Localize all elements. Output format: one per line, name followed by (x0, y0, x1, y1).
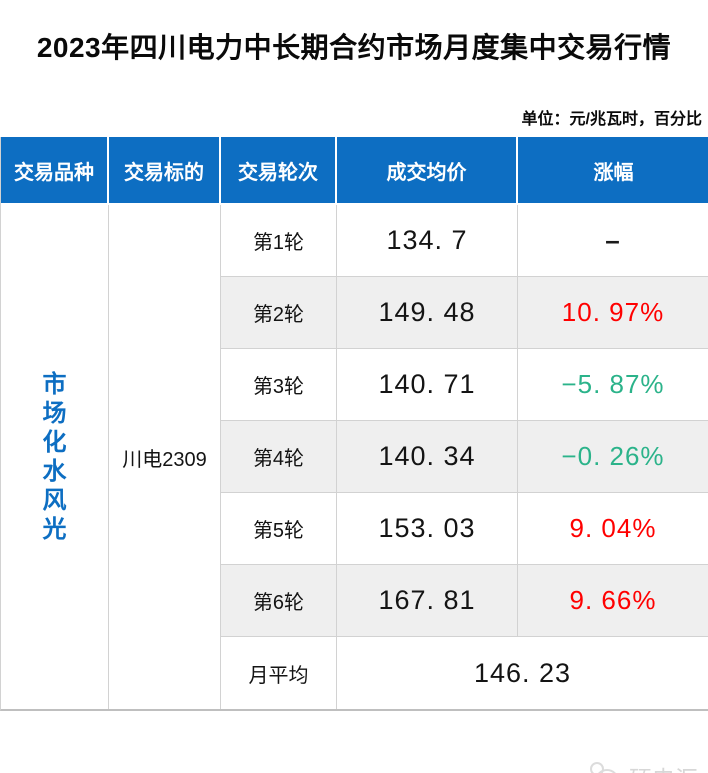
change-value: 9. 66% (518, 565, 708, 637)
col-header-change: 涨幅 (518, 137, 708, 205)
trading-table: 交易品种 交易标的 交易轮次 成交均价 涨幅 市场化水风光 川电2309 第1轮… (0, 137, 708, 711)
round-label: 第4轮 (221, 421, 337, 493)
col-header-price: 成交均价 (337, 137, 518, 205)
target-cell: 川电2309 (109, 205, 221, 709)
price-value: 134. 7 (337, 205, 518, 277)
shuodianhui-logo-icon (590, 762, 616, 773)
round-label: 第5轮 (221, 493, 337, 565)
price-value: 153. 03 (337, 493, 518, 565)
col-header-product: 交易品种 (1, 137, 109, 205)
change-value: −0. 26% (518, 421, 708, 493)
round-label: 第3轮 (221, 349, 337, 421)
page-title: 2023年四川电力中长期合约市场月度集中交易行情 (36, 32, 672, 63)
round-label: 第6轮 (221, 565, 337, 637)
col-header-round: 交易轮次 (221, 137, 337, 205)
change-value: 10. 97% (518, 277, 708, 349)
change-value: −5. 87% (518, 349, 708, 421)
unit-note: 单位：元/兆瓦时，百分比 (521, 111, 702, 128)
change-value: – (518, 205, 708, 277)
price-value: 167. 81 (337, 565, 518, 637)
round-label: 第2轮 (221, 277, 337, 349)
summary-label: 月平均 (221, 637, 337, 709)
round-label: 第1轮 (221, 205, 337, 277)
price-value: 140. 71 (337, 349, 518, 421)
product-name-vertical: 市场化水风光 (42, 371, 67, 543)
change-value: 9. 04% (518, 493, 708, 565)
summary-price-value: 146. 23 (337, 637, 708, 709)
watermark: 硕电汇 (586, 757, 698, 773)
watermark-text: 硕电汇 (629, 760, 698, 773)
price-value: 140. 34 (337, 421, 518, 493)
price-value: 149. 48 (337, 277, 518, 349)
col-header-target: 交易标的 (109, 137, 221, 205)
product-cell: 市场化水风光 (1, 205, 109, 709)
infographic-page: 2023年四川电力中长期合约市场月度集中交易行情 单位：元/兆瓦时，百分比 交易… (0, 28, 708, 773)
